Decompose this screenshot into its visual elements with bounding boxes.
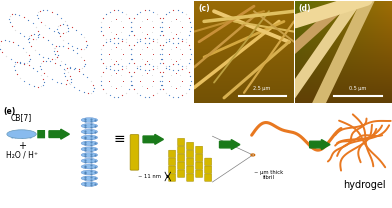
- Ellipse shape: [81, 118, 98, 122]
- FancyBboxPatch shape: [187, 166, 194, 173]
- Ellipse shape: [81, 129, 98, 134]
- Text: H₂O / H⁺: H₂O / H⁺: [5, 150, 38, 160]
- Text: (b): (b): [101, 4, 113, 13]
- Ellipse shape: [81, 147, 98, 151]
- FancyBboxPatch shape: [187, 150, 194, 158]
- FancyBboxPatch shape: [169, 158, 176, 166]
- FancyArrow shape: [49, 129, 69, 139]
- FancyBboxPatch shape: [178, 146, 185, 154]
- FancyBboxPatch shape: [196, 146, 203, 154]
- Text: CB[7]: CB[7]: [11, 113, 32, 122]
- FancyBboxPatch shape: [169, 174, 176, 181]
- Text: ~ 11 nm: ~ 11 nm: [138, 174, 161, 179]
- Text: (a): (a): [4, 4, 16, 13]
- Ellipse shape: [81, 153, 98, 157]
- FancyBboxPatch shape: [196, 154, 203, 162]
- FancyBboxPatch shape: [130, 135, 139, 170]
- Text: 2.5 μm: 2.5 μm: [253, 86, 270, 91]
- Text: ≡: ≡: [114, 132, 125, 146]
- FancyBboxPatch shape: [196, 162, 203, 170]
- Ellipse shape: [81, 158, 98, 163]
- FancyBboxPatch shape: [205, 158, 212, 166]
- FancyArrow shape: [143, 134, 163, 144]
- Text: (e): (e): [3, 107, 15, 116]
- FancyBboxPatch shape: [178, 138, 185, 146]
- Ellipse shape: [7, 130, 36, 139]
- Ellipse shape: [81, 182, 98, 186]
- Text: hydrogel: hydrogel: [343, 180, 386, 190]
- FancyBboxPatch shape: [37, 130, 45, 138]
- FancyBboxPatch shape: [187, 158, 194, 166]
- Ellipse shape: [81, 141, 98, 146]
- FancyArrow shape: [310, 140, 330, 150]
- Ellipse shape: [81, 176, 98, 181]
- FancyBboxPatch shape: [205, 174, 212, 181]
- Text: +: +: [18, 141, 25, 151]
- FancyBboxPatch shape: [196, 170, 203, 177]
- Ellipse shape: [81, 135, 98, 140]
- FancyBboxPatch shape: [169, 150, 176, 158]
- FancyArrow shape: [220, 140, 240, 150]
- FancyBboxPatch shape: [205, 166, 212, 173]
- FancyBboxPatch shape: [178, 154, 185, 162]
- FancyBboxPatch shape: [187, 142, 194, 150]
- Ellipse shape: [81, 164, 98, 169]
- FancyBboxPatch shape: [187, 174, 194, 181]
- FancyBboxPatch shape: [178, 170, 185, 177]
- Text: (d): (d): [299, 4, 311, 13]
- Ellipse shape: [81, 124, 98, 128]
- Text: (c): (c): [198, 4, 210, 13]
- Text: ~ μm thick
fibril: ~ μm thick fibril: [254, 170, 283, 180]
- FancyBboxPatch shape: [169, 166, 176, 173]
- Text: 0.5 μm: 0.5 μm: [349, 86, 367, 91]
- FancyBboxPatch shape: [178, 162, 185, 170]
- Ellipse shape: [81, 170, 98, 175]
